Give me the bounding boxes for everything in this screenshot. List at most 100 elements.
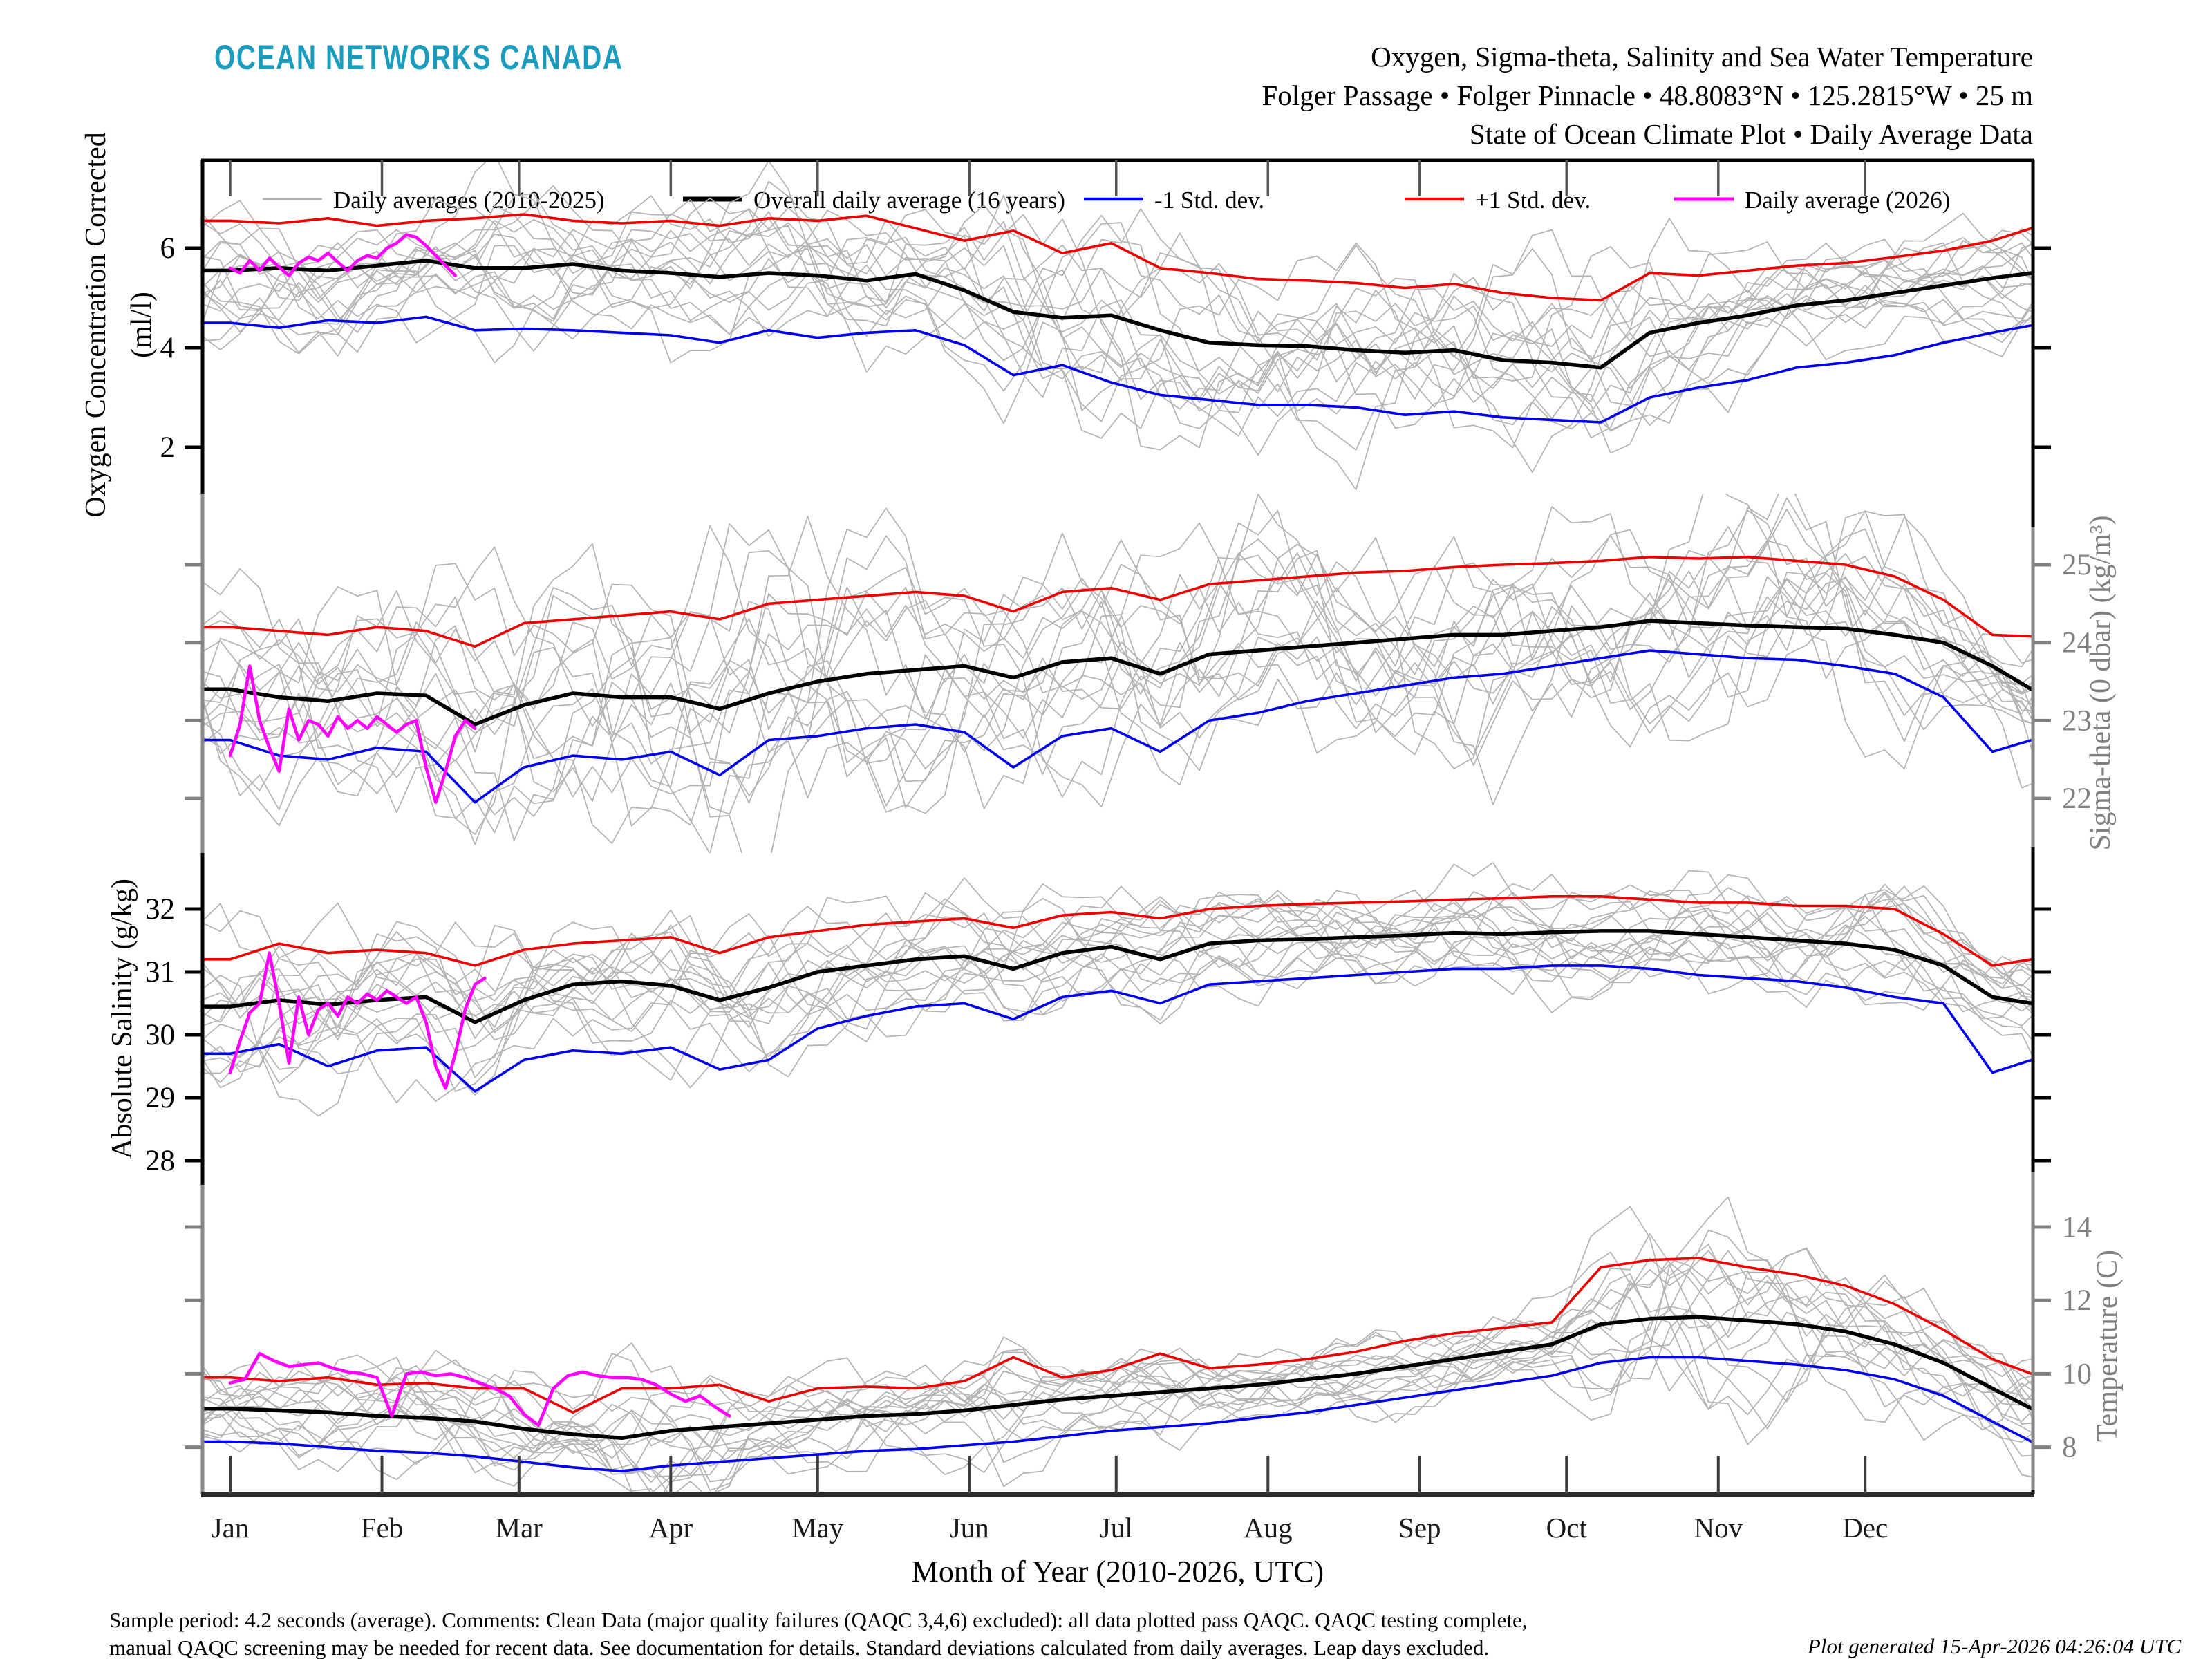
gray-year-line xyxy=(203,185,2033,431)
plus-sd-line-temperature xyxy=(203,1257,2033,1414)
sigma_theta-tick-label-22: 22 xyxy=(2062,782,2092,815)
current-2026-line-oxygen xyxy=(228,233,457,277)
temperature-tick-label-10: 10 xyxy=(2062,1358,2092,1390)
gray-year-line xyxy=(203,870,2033,1117)
month-label-Jul: Jul xyxy=(1100,1512,1133,1544)
gray-year-line xyxy=(203,494,2033,853)
gray-year-line xyxy=(203,893,2033,1096)
footnote-line-1: Sample period: 4.2 seconds (average). Co… xyxy=(109,1608,1528,1632)
gray-year-line xyxy=(203,1268,2033,1492)
month-label-Jan: Jan xyxy=(212,1512,250,1544)
gray-year-line xyxy=(203,161,2033,451)
minus-sd-line-oxygen xyxy=(203,315,2033,424)
gray-year-line xyxy=(203,1232,2033,1474)
gray-year-line xyxy=(203,209,2033,437)
salinity-tick-label-31: 31 xyxy=(145,956,175,988)
gray-year-line xyxy=(203,890,2033,1089)
sigma_theta-tick-label-24: 24 xyxy=(2062,627,2092,659)
x-axis-label: Month of Year (2010-2026, UTC) xyxy=(912,1555,1324,1588)
gray-year-line xyxy=(203,1196,2033,1492)
gray-year-line xyxy=(203,508,2033,817)
oxygen-tick-label-6: 6 xyxy=(160,232,176,265)
oxygen-tick-label-2: 2 xyxy=(160,431,176,464)
gray-year-line xyxy=(203,1244,2033,1484)
gray-year-line xyxy=(203,540,2033,794)
gray-year-line xyxy=(203,891,2033,1044)
month-label-Dec: Dec xyxy=(1842,1512,1888,1544)
month-label-Apr: Apr xyxy=(648,1512,693,1544)
minus-sd-line-temperature xyxy=(203,1356,2033,1472)
gray-year-line xyxy=(203,208,2033,413)
gray-year-line xyxy=(203,195,2033,449)
month-label-Mar: Mar xyxy=(496,1512,543,1544)
onc-logo: OCEAN NETWORKS CANADA xyxy=(214,37,624,77)
month-label-Aug: Aug xyxy=(1244,1512,1293,1544)
gray-year-line xyxy=(203,890,2033,1074)
legend-label-minus-sd: -1 Std. dev. xyxy=(1154,187,1264,214)
legend-label-current-year: Daily average (2026) xyxy=(1745,187,1950,214)
gray-year-line xyxy=(203,222,2033,439)
gray-year-line xyxy=(203,1206,2033,1475)
gray-year-line xyxy=(203,526,2033,845)
gray-year-line xyxy=(203,877,2033,1081)
title-line-3: State of Ocean Climate Plot • Daily Aver… xyxy=(1470,118,2033,150)
gray-year-line xyxy=(203,553,2033,835)
mean-line-sigma_theta xyxy=(203,619,2033,727)
gray-year-line xyxy=(203,516,2033,827)
oxygen-axis-label: Oxygen Concentration Corrected xyxy=(80,132,112,517)
month-label-Oct: Oct xyxy=(1546,1512,1588,1544)
gray-year-line xyxy=(203,218,2033,429)
salinity-tick-label-28: 28 xyxy=(145,1145,175,1177)
legend-label-daily-averages: Daily averages (2010-2025) xyxy=(333,187,605,214)
legend-label-plus-sd: +1 Std. dev. xyxy=(1475,187,1591,214)
month-label-Feb: Feb xyxy=(361,1512,404,1544)
gray-year-line xyxy=(203,883,2033,1083)
gray-year-line xyxy=(203,507,2033,827)
minus-sd-line-salinity xyxy=(203,964,2033,1093)
gray-year-line xyxy=(203,528,2033,798)
sigma-theta-axis-label: Sigma-theta (0 dbar) (kg/m³) xyxy=(2085,516,2117,851)
gray-year-line xyxy=(203,193,2033,454)
temperature-axis-label: Temperature (C) xyxy=(2092,1250,2124,1442)
gray-year-line xyxy=(203,889,2033,1078)
gray-year-line xyxy=(203,509,2033,809)
gray-year-line xyxy=(203,497,2033,834)
gray-year-line xyxy=(203,1229,2033,1475)
temperature-tick-label-12: 12 xyxy=(2062,1284,2092,1317)
legend: Daily averages (2010-2025) Overall daily… xyxy=(263,187,1950,214)
salinity-axis-label: Absolute Salinity (g/kg) xyxy=(106,879,138,1159)
gray-year-line xyxy=(203,1247,2033,1468)
gray-year-line xyxy=(203,890,2033,1058)
gray-year-line xyxy=(203,161,2033,491)
mean-line-salinity xyxy=(203,929,2033,1024)
salinity-tick-label-29: 29 xyxy=(145,1082,175,1114)
plus-sd-line-sigma_theta xyxy=(203,555,2033,648)
salinity-tick-label-30: 30 xyxy=(145,1019,175,1051)
month-label-Sep: Sep xyxy=(1398,1512,1441,1544)
gray-year-line xyxy=(203,535,2033,844)
title-line-1: Oxygen, Sigma-theta, Salinity and Sea Wa… xyxy=(1371,41,2033,73)
gray-year-line xyxy=(203,180,2033,456)
gray-year-line xyxy=(203,874,2033,1084)
month-label-May: May xyxy=(791,1512,844,1544)
minus-sd-line-sigma_theta xyxy=(203,649,2033,804)
gray-year-line xyxy=(203,1258,2033,1487)
gray-year-line xyxy=(203,1251,2033,1492)
gray-year-line xyxy=(203,1250,2033,1478)
month-label-Nov: Nov xyxy=(1694,1512,1743,1544)
current-2026-line-sigma_theta xyxy=(228,664,477,804)
gray-year-line xyxy=(203,529,2033,797)
current-2026-line-temperature xyxy=(228,1351,731,1427)
gray-year-line xyxy=(203,1273,2033,1492)
gray-year-line xyxy=(203,895,2033,1075)
salinity-tick-label-32: 32 xyxy=(145,893,175,926)
plus-sd-line-salinity xyxy=(203,895,2033,967)
mean-line-oxygen xyxy=(203,259,2033,370)
gray-year-line xyxy=(203,885,2033,1093)
gray-year-line xyxy=(203,200,2033,427)
gray-year-line xyxy=(203,509,2033,814)
current-2026-line-salinity xyxy=(228,951,487,1090)
mean-line-temperature xyxy=(203,1315,2033,1441)
footnote-line-2: manual QAQC screening may be needed for … xyxy=(109,1635,1489,1659)
